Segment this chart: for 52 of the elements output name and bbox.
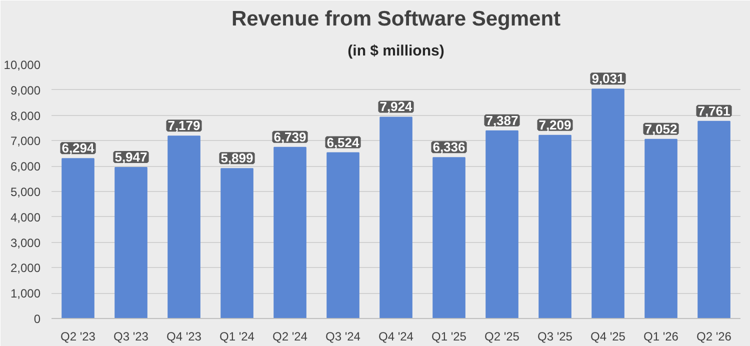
- y-tick-label: 10,000: [4, 58, 41, 72]
- x-tick-label: Q2 '24: [272, 330, 308, 344]
- y-tick-label: 9,000: [10, 83, 41, 98]
- bar: [274, 146, 306, 318]
- data-label: 6,739: [274, 129, 306, 144]
- x-tick-label: Q4 '24: [378, 330, 414, 344]
- data-label: 6,336: [432, 140, 466, 155]
- data-label: 6,524: [326, 134, 360, 150]
- y-tick-label: 1,000: [10, 286, 41, 301]
- chart-subtitle: (in $ millions): [348, 42, 444, 60]
- bar: [538, 134, 572, 318]
- x-tick-label: Q2 '23: [60, 330, 96, 344]
- y-tick-label: 4,000: [10, 210, 41, 224]
- data-label: 5,947: [114, 149, 148, 164]
- y-tick-label: 8,000: [10, 108, 41, 123]
- bar: [698, 120, 730, 318]
- x-tick-label: Q4 '23: [166, 330, 202, 344]
- y-tick-label: 7,000: [10, 134, 41, 148]
- x-tick-label: Q1 '25: [432, 330, 467, 344]
- data-label: 7,924: [380, 99, 414, 114]
- bar: [168, 136, 200, 318]
- x-tick-label: Q1 '26: [644, 330, 679, 344]
- bar: [220, 168, 254, 318]
- data-label: 7,387: [486, 112, 518, 128]
- bar: [486, 130, 518, 318]
- y-tick-label: 0: [34, 312, 41, 326]
- y-tick-label: 3,000: [10, 236, 41, 250]
- bar: [432, 157, 466, 318]
- data-label: 5,899: [220, 150, 254, 166]
- x-tick-label: Q3 '25: [538, 330, 573, 344]
- data-label: 6,294: [62, 140, 96, 156]
- chart-title: Revenue from Software Segment: [231, 8, 561, 30]
- x-tick-label: Q2 '25: [484, 330, 520, 344]
- data-label: 9,031: [592, 71, 624, 86]
- x-tick-label: Q1 '24: [220, 330, 255, 344]
- bar: [380, 116, 412, 318]
- y-tick-label: 6,000: [10, 160, 41, 174]
- bar: [62, 158, 94, 318]
- x-tick-label: Q3 '24: [326, 330, 361, 344]
- x-tick-label: Q3 '23: [114, 330, 149, 344]
- y-tick-label: 5,000: [10, 185, 41, 199]
- data-label: 7,761: [698, 103, 730, 118]
- x-tick-label: Q2 '26: [696, 330, 732, 344]
- data-label: 7,209: [538, 117, 572, 132]
- y-tick-label: 2,000: [10, 261, 41, 276]
- data-label: 7,052: [644, 121, 678, 136]
- bar: [592, 88, 624, 318]
- bar: [114, 166, 148, 318]
- data-label: 7,179: [168, 118, 200, 134]
- bar: [644, 138, 678, 318]
- bar: [326, 152, 360, 318]
- x-tick-label: Q4 '25: [590, 330, 626, 344]
